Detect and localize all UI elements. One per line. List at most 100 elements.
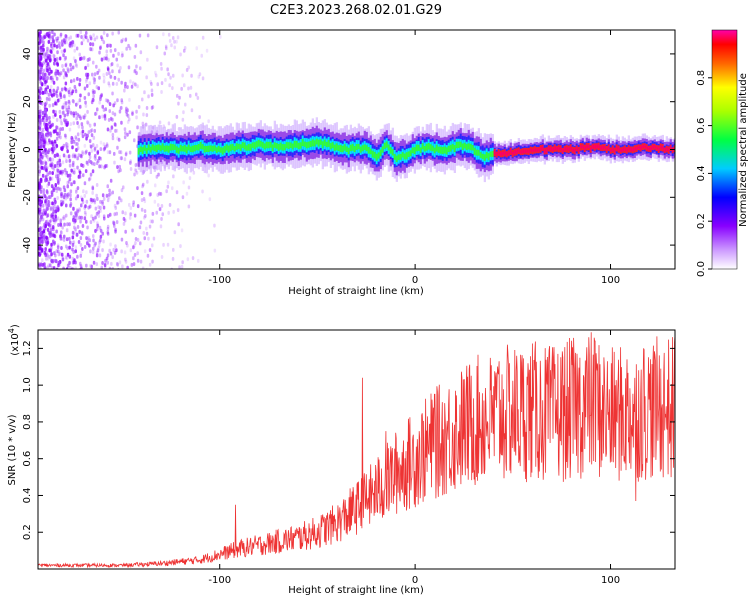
heatmap-noise-cell [102, 30, 106, 35]
heatmap-noise-cell [65, 73, 68, 78]
heatmap-ridge-cell [513, 150, 516, 154]
heatmap-noise-cell [59, 127, 62, 132]
heatmap-noise-cell [64, 143, 68, 148]
heatmap-noise-cell [48, 132, 51, 137]
heatmap-noise-cell [66, 121, 69, 126]
heatmap-noise-cell [167, 180, 170, 185]
heatmap-noise-cell [121, 53, 124, 58]
heatmap-noise-cell [69, 193, 72, 198]
heatmap-noise-cell [84, 103, 88, 108]
heatmap-noise-cell [64, 81, 68, 86]
heatmap-noise-cell [143, 209, 147, 214]
heatmap-noise-cell [51, 201, 54, 206]
heatmap-noise-cell [49, 234, 52, 238]
heatmap-noise-cell [106, 198, 110, 203]
heatmap-noise-cell [40, 244, 43, 249]
heatmap-noise-cell [146, 253, 150, 258]
heatmap-ridge-cell [541, 145, 544, 150]
heatmap-noise-cell [169, 75, 172, 80]
heatmap-noise-cell [78, 78, 82, 82]
heatmap-noise-cell [62, 195, 66, 200]
snr-x-tick-label: -100 [208, 575, 231, 586]
heatmap-ridge-cell [425, 143, 428, 151]
heatmap-noise-cell [71, 256, 75, 261]
heatmap-noise-cell [85, 263, 88, 268]
heatmap-ridge-cell [251, 142, 254, 148]
heatmap-noise-cell [46, 97, 49, 102]
heatmap-noise-cell [38, 218, 41, 223]
heatmap-ridge-cell [523, 149, 526, 153]
heatmap-ridge-cell [429, 144, 432, 151]
colorbar-label: Normalized spectral amplitude [738, 73, 749, 227]
heatmap-noise-cell [44, 140, 47, 145]
heatmap-noise-cell [160, 204, 164, 208]
heatmap-noise-cell [120, 156, 123, 161]
heatmap-ridge-cell [261, 141, 264, 148]
heatmap-noise-cell [180, 228, 184, 233]
heatmap-ridge-cell [649, 147, 652, 151]
heatmap-ridge-cell [363, 144, 366, 150]
heatmap-noise-cell [111, 136, 115, 141]
heatmap-noise-cell [160, 255, 164, 259]
heatmap-noise-cell [124, 84, 127, 89]
heatmap-noise-cell [45, 101, 48, 105]
heatmap-noise-cell [85, 79, 88, 84]
heatmap-noise-cell [51, 150, 54, 155]
heatmap-noise-cell [84, 66, 87, 71]
heatmap-noise-cell [153, 199, 157, 204]
heatmap-noise-cell [133, 69, 136, 74]
heatmap-noise-cell [185, 68, 189, 72]
heatmap-ridge-cell [317, 139, 320, 147]
heatmap-noise-cell [150, 82, 153, 86]
spectrogram-x-tick-label: -100 [208, 275, 231, 286]
heatmap-ridge-cell [387, 144, 390, 151]
heatmap-noise-cell [125, 46, 128, 51]
heatmap-noise-cell [197, 74, 200, 79]
heatmap-noise-cell [120, 39, 123, 44]
heatmap-noise-cell [95, 64, 98, 69]
heatmap-ridge-cell [491, 150, 494, 158]
heatmap-ridge-cell [631, 148, 634, 152]
heatmap-noise-cell [81, 125, 84, 130]
heatmap-ridge-cell [169, 143, 172, 151]
heatmap-noise-cell [47, 179, 51, 184]
heatmap-noise-cell [128, 215, 132, 220]
heatmap-ridge-cell [367, 147, 370, 154]
heatmap-noise-cell [84, 169, 88, 174]
heatmap-noise-cell [76, 194, 80, 199]
heatmap-ridge-cell [323, 139, 326, 146]
heatmap-noise-cell [138, 33, 142, 38]
heatmap-noise-cell [50, 163, 53, 168]
heatmap-noise-cell [85, 35, 88, 40]
heatmap-noise-cell [108, 266, 112, 269]
heatmap-noise-cell [113, 212, 116, 217]
heatmap-noise-cell [38, 164, 41, 169]
heatmap-noise-cell [105, 72, 109, 76]
heatmap-noise-cell [44, 220, 48, 225]
heatmap-noise-cell [54, 71, 57, 76]
heatmap-ridge-cell [501, 151, 504, 156]
heatmap-noise-cell [59, 170, 62, 175]
heatmap-noise-cell [168, 203, 172, 207]
heatmap-noise-cell [115, 128, 119, 133]
heatmap-noise-cell [52, 109, 55, 114]
heatmap-noise-cell [140, 191, 144, 196]
heatmap-noise-cell [42, 61, 45, 66]
heatmap-noise-cell [155, 210, 158, 215]
heatmap-noise-cell [76, 146, 80, 151]
heatmap-noise-cell [123, 250, 127, 255]
heatmap-noise-cell [141, 97, 144, 102]
heatmap-noise-cell [75, 33, 78, 38]
heatmap-ridge-cell [337, 145, 340, 151]
heatmap-noise-cell [106, 184, 109, 189]
heatmap-noise-cell [106, 194, 109, 199]
heatmap-noise-cell [44, 224, 47, 229]
heatmap-noise-cell [113, 122, 117, 127]
heatmap-noise-cell [145, 106, 149, 110]
heatmap-noise-cell [71, 163, 75, 168]
heatmap-noise-cell [55, 171, 58, 176]
heatmap-noise-cell [47, 222, 50, 227]
heatmap-noise-cell [82, 56, 86, 61]
heatmap-noise-cell [83, 210, 87, 215]
heatmap-ridge-cell [477, 149, 480, 156]
